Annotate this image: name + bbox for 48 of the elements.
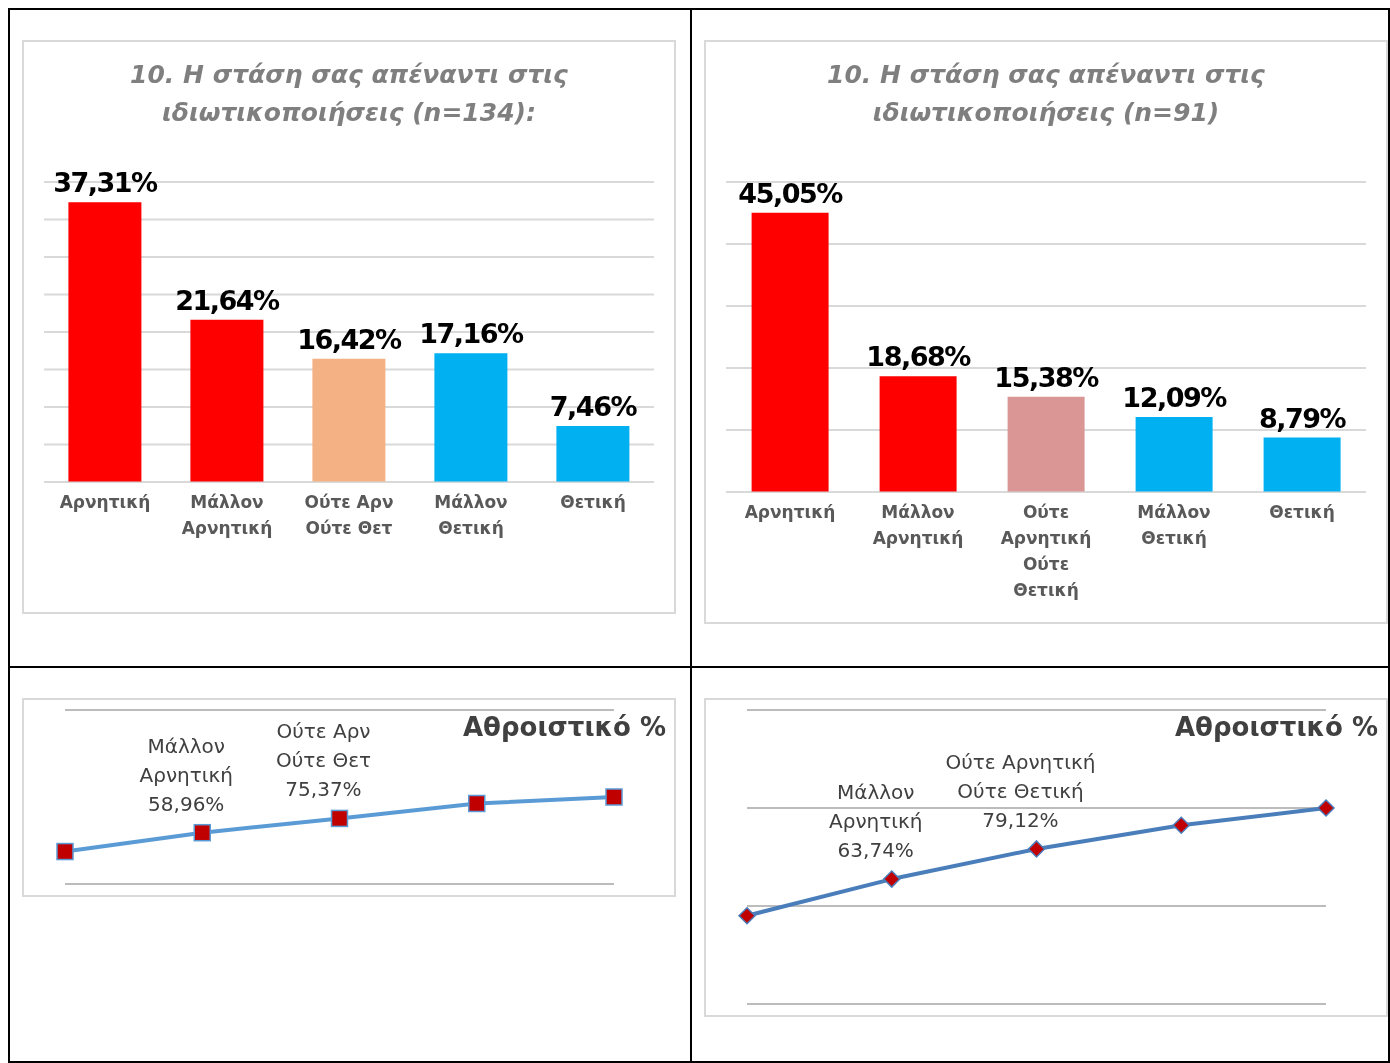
bar xyxy=(556,426,630,482)
chart-title: 10. Η στάση σας απέναντι στις ιδιωτικοποιήσεις (n=91) xyxy=(826,59,1266,129)
point xyxy=(193,823,211,842)
point xyxy=(883,870,901,888)
bar xyxy=(312,358,386,482)
x-tick-label: Θετική xyxy=(1269,502,1335,522)
bar xyxy=(68,202,142,482)
point xyxy=(468,794,486,813)
data-label: Μάλλον Αρνητική 63,74% xyxy=(829,780,923,863)
chart-title: Αθροιστικό % xyxy=(463,712,666,742)
x-tick-label: Μάλλον Αρνητική xyxy=(872,502,964,548)
x-tick-label: Μάλλον Θετική xyxy=(434,492,508,538)
data-label: 18,68% xyxy=(866,341,972,373)
point xyxy=(56,842,74,861)
data-label: Ούτε Αρν Ούτε Θετ 75,37% xyxy=(275,719,372,802)
point xyxy=(330,809,349,828)
bar xyxy=(190,319,264,482)
bar xyxy=(879,376,957,492)
bar xyxy=(434,353,508,482)
data-label: Ούτε Αρνητική Ούτε Θετική 79,12% xyxy=(945,749,1096,832)
chart-title: Αθροιστικό % xyxy=(1175,712,1378,742)
x-tick-label: Θετική xyxy=(560,492,626,512)
chart-title: 10. Η στάση σας απέναντι στις ιδιωτικοποιήσεις (n=134): xyxy=(129,59,569,129)
point xyxy=(1317,799,1335,817)
bar xyxy=(1007,396,1085,492)
data-label: 17,16% xyxy=(419,318,525,350)
data-label: 45,05% xyxy=(738,177,844,209)
data-label: 37,31% xyxy=(53,167,159,199)
x-tick-label: Ούτε Αρνητική Ούτε Θετική xyxy=(1000,502,1092,600)
point xyxy=(1172,816,1190,834)
x-tick-label: Αρνητική xyxy=(744,502,836,522)
x-tick-label: Μάλλον Θετική xyxy=(1137,502,1211,548)
data-label: 7,46% xyxy=(549,391,638,423)
data-label: 16,42% xyxy=(297,323,403,355)
data-label: 8,79% xyxy=(1259,402,1347,434)
data-label: 15,38% xyxy=(994,361,1100,393)
point xyxy=(605,788,623,806)
x-tick-label: Αρνητική xyxy=(59,492,151,512)
bar xyxy=(1263,437,1341,492)
x-tick-label: Μάλλον Αρνητική xyxy=(181,492,273,538)
bar xyxy=(1135,417,1213,492)
point xyxy=(738,906,756,925)
data-label: 21,64% xyxy=(175,284,281,316)
point xyxy=(1027,840,1046,858)
x-tick-label: Ούτε Αρν Ούτε Θετ xyxy=(304,492,394,538)
bar xyxy=(751,212,829,492)
data-label: Μάλλον Αρνητική 58,96% xyxy=(139,733,233,816)
data-label: 12,09% xyxy=(1122,382,1228,414)
